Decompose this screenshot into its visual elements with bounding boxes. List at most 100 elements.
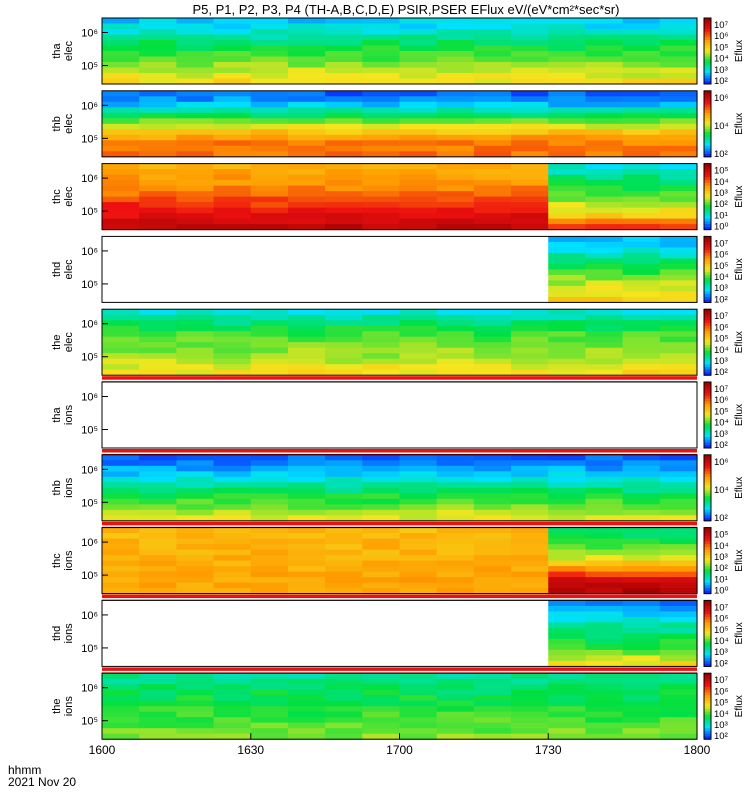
heatmap-cell [548,73,587,80]
heatmap-cell [139,533,177,540]
y-tick-label: 10⁶ [81,392,98,404]
heatmap-cell [473,73,512,80]
heatmap-cell [436,320,475,327]
colorbar-cell [704,81,711,85]
heatmap-cell [622,34,661,41]
heatmap-cell [139,18,177,25]
colorbar-cell [704,714,711,718]
heatmap-cell [548,101,587,108]
heatmap-cell [659,134,698,141]
heatmap-cell [287,358,326,365]
heatmap-cell [659,145,698,152]
heatmap-cell [213,706,252,713]
heatmap-cell [287,207,326,214]
colorbar-cell [704,501,711,505]
heatmap-cell [325,678,363,685]
panel-frame [101,599,698,667]
heatmap-cell [102,129,140,136]
heatmap-cell [399,18,438,25]
heatmap-cell [473,56,512,63]
heatmap-cell [585,291,624,298]
heatmap-cell [436,533,475,540]
heatmap-cell [102,588,140,595]
colorbar-tick-label: 10¹ [714,574,728,585]
heatmap-cell [548,129,587,136]
heatmap-cell [325,695,363,702]
colorbar-tick-label: 10⁷ [714,602,729,613]
heatmap-cell [585,605,624,612]
heatmap-cell [213,509,252,516]
heatmap-cell [622,274,661,281]
colorbar-cell [704,512,711,516]
y-tick-label: 10⁶ [81,173,98,185]
heatmap-cell [511,90,549,97]
heatmap-cell [139,180,177,187]
heatmap-cell [399,678,438,685]
colorbar-label: Eflux [734,258,745,280]
colorbar-cell [704,317,711,321]
heatmap-cell [473,118,512,125]
heatmap-cell [399,588,438,595]
heatmap-cell [213,140,252,147]
heatmap-cell [585,476,624,483]
heatmap-cell [399,555,438,562]
heatmap-cell [176,487,215,494]
heatmap-cell [436,90,475,97]
heatmap-cell [176,711,215,718]
heatmap-cell [659,582,698,589]
heatmap-cell [362,331,401,338]
heatmap-cell [176,62,215,69]
heatmap-cell [436,112,475,119]
heatmap-cell [399,145,438,152]
colorbar-cell [704,40,711,44]
heatmap-cell [102,73,140,80]
heatmap-cell [287,555,326,562]
colorbar-cell [704,684,711,688]
heatmap-cell [585,695,624,702]
heatmap-cell [511,577,549,584]
heatmap-cell [362,566,401,573]
heatmap-cell [585,493,624,500]
heatmap-cell [473,342,512,349]
heatmap-cell [622,527,661,534]
heatmap-cell [585,611,624,618]
heatmap-cell [659,56,698,63]
heatmap-cell [548,62,587,69]
heatmap-cell [659,544,698,551]
heatmap-cell [622,644,661,651]
heatmap-cell [473,364,512,371]
heatmap-cell [436,196,475,203]
heatmap-cell [585,314,624,321]
heatmap-cell [622,504,661,511]
heatmap-cell [250,174,289,181]
heatmap-cell [325,465,363,472]
heatmap-cell [473,487,512,494]
colorbar-cell [704,274,711,279]
colorbar-cell [704,600,711,604]
heatmap-cell [473,560,512,567]
heatmap-cell [250,717,289,724]
heatmap-cell [362,118,401,125]
heatmap-cell [325,504,363,511]
colorbar-label: Eflux [734,622,745,644]
colorbar-cell [704,241,711,246]
heatmap-cell [362,169,401,176]
colorbar-tick-label: 10² [714,440,728,451]
heatmap-cell [511,684,549,691]
heatmap-cell [250,207,289,214]
heatmap-cell [659,673,698,680]
heatmap-cell [585,218,624,225]
heatmap-cell [362,62,401,69]
colorbar-tick-label: 10⁴ [714,418,729,429]
heatmap-cell [325,78,363,85]
heatmap-cell [436,353,475,360]
heatmap-cell [622,224,661,231]
heatmap-cell [548,263,587,270]
heatmap-cell [548,454,587,461]
heatmap-cell [325,460,363,467]
heatmap-cell [287,722,326,729]
heatmap-cell [102,78,140,85]
heatmap-cell [362,515,401,522]
colorbar-cell [704,90,711,95]
